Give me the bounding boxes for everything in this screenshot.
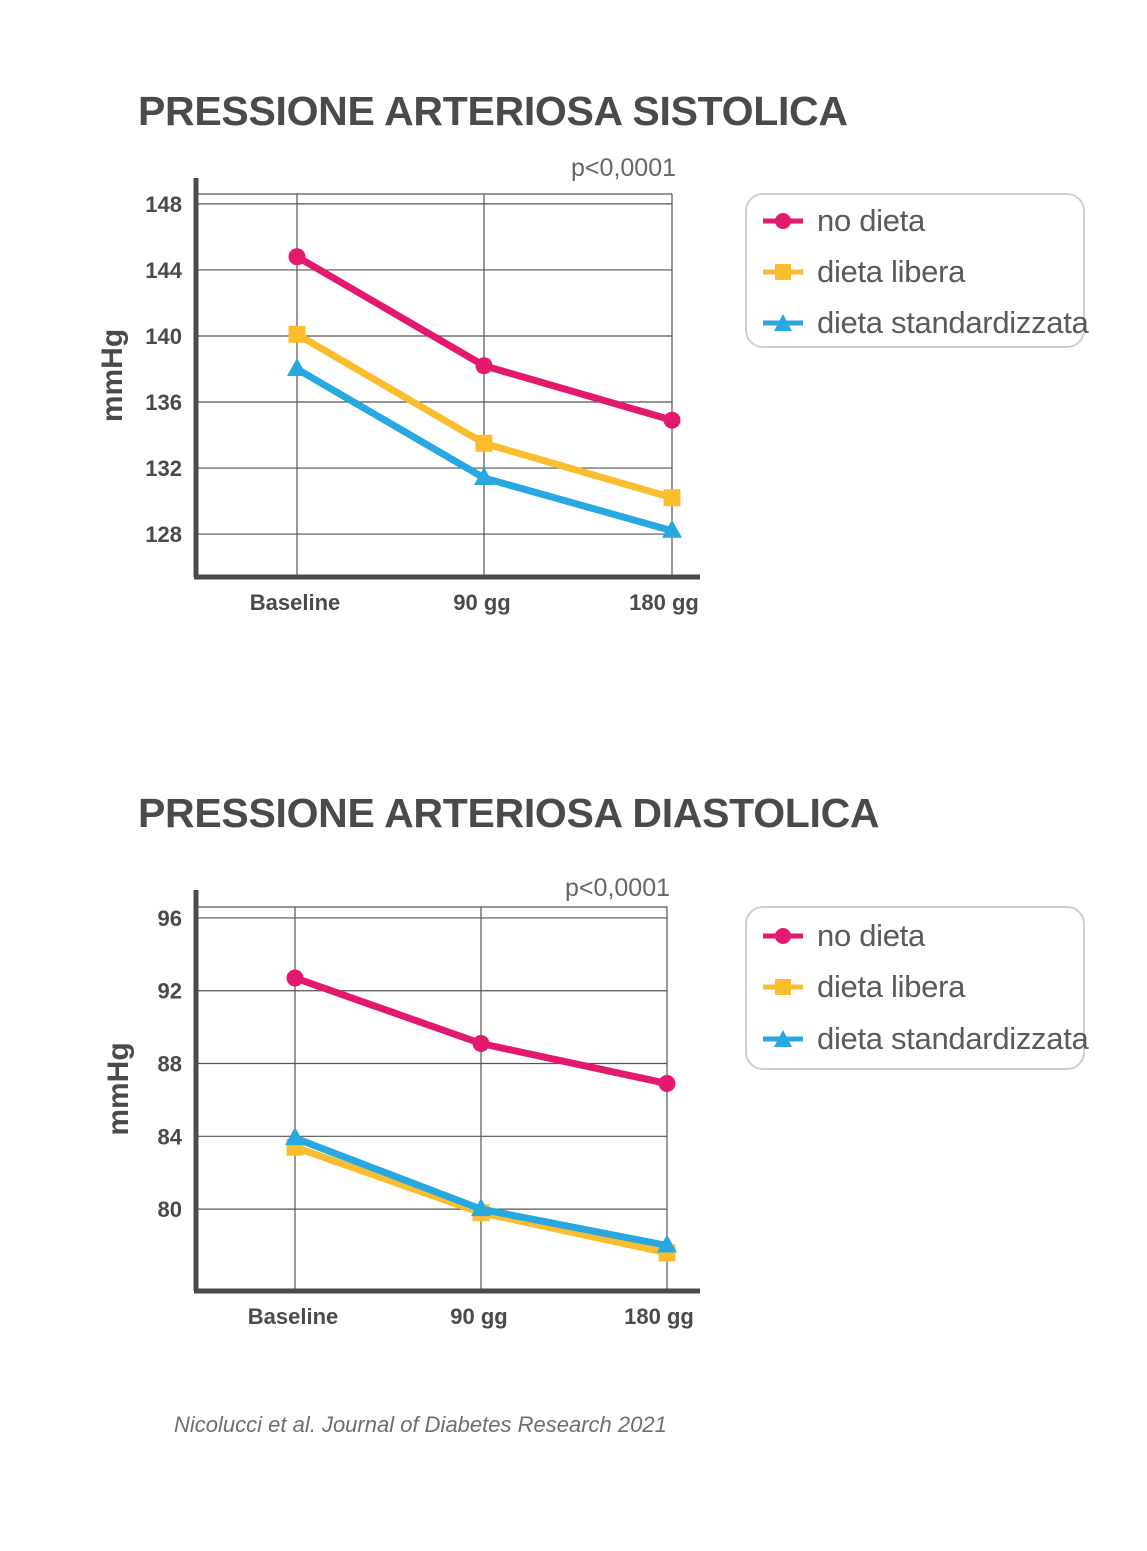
data-point-square	[475, 434, 493, 452]
chart-sistolica: 128 132 136 140 144 148 Baseline 90 gg 180 gg p<0…	[96, 154, 700, 615]
x-tick-label: 90 gg	[453, 590, 510, 615]
legend-item-dieta-libera: dieta libera	[761, 252, 965, 292]
source-citation: Nicolucci et al. Journal of Diabetes Res…	[174, 1412, 667, 1437]
y-tick-label: 148	[145, 192, 182, 217]
chart-diastolica: 80 84 88 92 96 Baseline 90 gg 180 gg p<0,0001 mmH…	[102, 874, 700, 1329]
data-point-triangle	[287, 357, 307, 376]
x-tick-label: 90 gg	[450, 1304, 507, 1329]
triangle-marker-icon	[763, 1030, 803, 1047]
y-tick-label: 80	[158, 1197, 182, 1222]
x-tick-label: 180 gg	[629, 590, 699, 615]
x-tick-label: Baseline	[248, 1304, 339, 1329]
data-point-square	[663, 489, 681, 507]
legend-label: dieta libera	[817, 969, 966, 1004]
chart-title-diastolica: PRESSIONE ARTERIOSA DIASTOLICA	[138, 790, 880, 836]
p-value-annotation: p<0,0001	[571, 154, 676, 182]
chart-title-sistolica: PRESSIONE ARTERIOSA SISTOLICA	[138, 88, 848, 134]
data-point-triangle	[662, 519, 682, 538]
data-point-triangle	[285, 1127, 305, 1146]
y-tick-label: 128	[145, 522, 182, 547]
legend-sistolica: no dieta dieta libera dieta standardizza…	[745, 193, 1089, 348]
data-point-triangle	[471, 1198, 491, 1217]
data-point-circle	[286, 969, 304, 987]
square-marker-icon	[763, 979, 803, 995]
plot-area: 128 132 136 140 144 148 Baseline 90 gg 180 gg p<0…	[96, 154, 700, 615]
plot-area: 80 84 88 92 96 Baseline 90 gg 180 gg p<0,0001 mmH…	[102, 874, 700, 1329]
legend-diastolica: no dieta dieta libera dieta standardizza…	[745, 906, 1089, 1070]
y-tick-label: 136	[145, 390, 182, 415]
legend-item-dieta-standardizzata: dieta standardizzata	[761, 1019, 1089, 1059]
y-tick-label: 96	[158, 906, 182, 931]
legend-label: no dieta	[817, 918, 925, 953]
x-tick-label: Baseline	[250, 590, 341, 615]
legend-label: no dieta	[817, 203, 925, 238]
legend-label: dieta standardizzata	[817, 305, 1089, 340]
y-tick-label: 132	[145, 456, 182, 481]
data-point-triangle	[474, 466, 494, 485]
legend-label: dieta libera	[817, 254, 966, 289]
legend-label: dieta standardizzata	[817, 1021, 1089, 1056]
data-point-triangle	[657, 1234, 677, 1253]
data-point-circle	[475, 357, 493, 375]
circle-marker-icon	[763, 928, 803, 944]
y-tick-label: 84	[158, 1124, 183, 1149]
y-axis-label: mmHg	[96, 329, 129, 422]
y-tick-label: 144	[145, 258, 182, 283]
x-tick-label: 180 gg	[624, 1304, 694, 1329]
p-value-annotation: p<0,0001	[565, 874, 670, 902]
data-point-circle	[472, 1034, 490, 1052]
triangle-marker-icon	[763, 314, 803, 331]
square-marker-icon	[763, 264, 803, 280]
legend-item-no-dieta: no dieta	[761, 201, 925, 241]
data-point-circle	[288, 248, 306, 266]
data-point-square	[288, 325, 306, 343]
legend-item-no-dieta: no dieta	[761, 916, 925, 956]
legend-item-dieta-standardizzata: dieta standardizzata	[761, 303, 1089, 343]
y-tick-label: 92	[158, 979, 182, 1004]
y-tick-label: 88	[158, 1052, 182, 1077]
y-tick-label: 140	[145, 324, 182, 349]
circle-marker-icon	[763, 213, 803, 229]
data-point-circle	[663, 411, 681, 429]
legend-item-dieta-libera: dieta libera	[761, 967, 965, 1007]
y-axis-label: mmHg	[102, 1042, 135, 1135]
data-point-circle	[658, 1075, 676, 1093]
